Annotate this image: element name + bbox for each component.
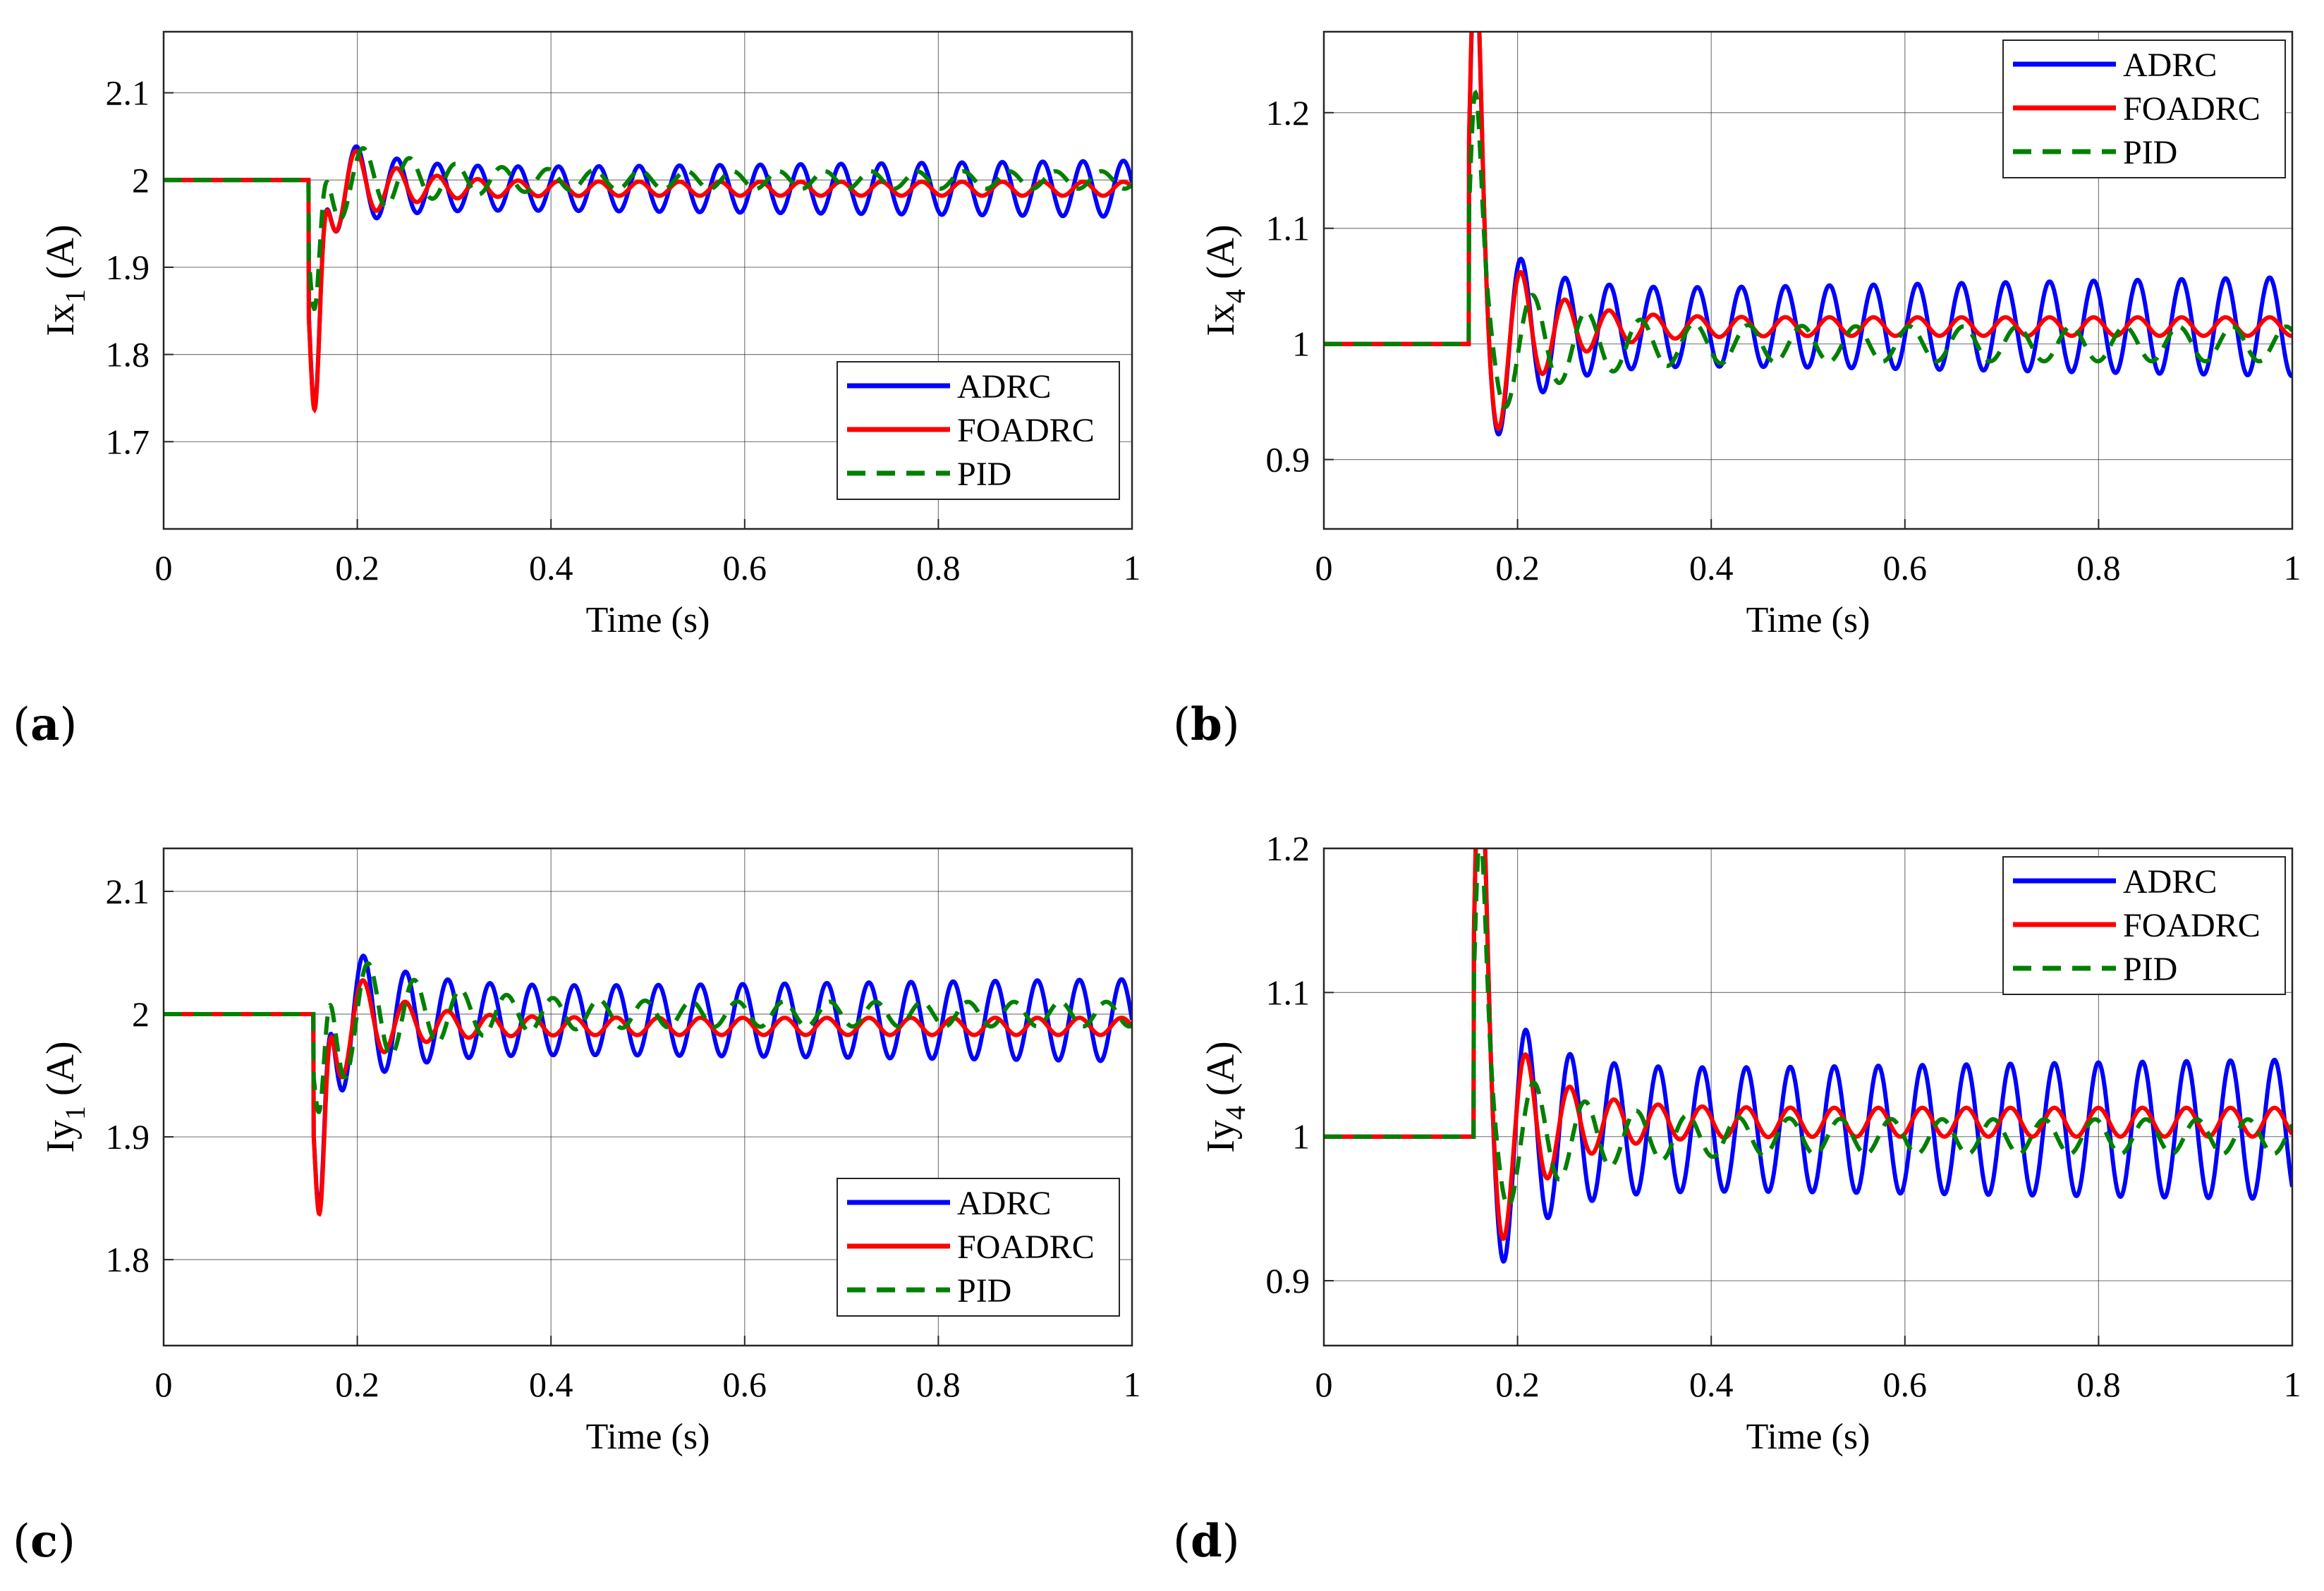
series-line-foadrc: [164, 149, 1132, 414]
y-tick-label: 2: [132, 994, 150, 1034]
legend-label-pid: PID: [957, 456, 1011, 493]
series-line-adrc: [164, 953, 1132, 1213]
legend-label-pid: PID: [957, 1272, 1011, 1310]
x-tick-label: 0.2: [335, 548, 379, 587]
legend-label-pid: PID: [2123, 134, 2177, 171]
x-tick-label: 1: [2284, 548, 2301, 587]
legend: ADRC FOADRC PID: [836, 361, 1120, 500]
x-tick-label: 0.4: [1689, 1365, 1734, 1404]
y-tick-label: 1.2: [1266, 93, 1310, 133]
panel-label-c: (c): [13, 1515, 75, 1568]
series-line-pid: [1324, 848, 2292, 1209]
y-axis-label: Iy4 (A): [1199, 1041, 1251, 1152]
legend-label-foadrc: FOADRC: [2123, 907, 2261, 944]
series-line-foadrc: [1324, 848, 2292, 1241]
y-tick-label: 1.1: [1266, 209, 1310, 248]
y-tick-label: 1.8: [106, 335, 150, 374]
y-tick-label: 1: [1292, 324, 1310, 364]
series-line-pid: [164, 146, 1132, 312]
y-axis-label: Iy1 (A): [39, 1041, 91, 1152]
chart-panel-b: 0 0.2 0.4 0.6 0.8 1 0.9 1 1.1 1.2 Time (s) Ix4 (A) A…: [1199, 30, 2301, 640]
y-tick-label: 1.9: [106, 248, 150, 287]
x-tick-label: 0.8: [2076, 1365, 2121, 1404]
x-tick-label: 0.6: [723, 1365, 767, 1404]
axes-frame: [1322, 847, 2294, 1347]
chart-panel-a: 0 0.2 0.4 0.6 0.8 1 1.7 1.8 1.9 2 2.1 Time (s) Ix1 (…: [39, 30, 1141, 640]
x-tick-label: 0.4: [529, 1365, 573, 1404]
series-line-foadrc: [164, 978, 1132, 1217]
x-tick-label: 0: [1315, 1365, 1333, 1404]
y-tick-label: 1: [1292, 1117, 1310, 1157]
legend: ADRC FOADRC PID: [836, 1178, 1120, 1317]
y-tick-label: 2: [132, 160, 150, 200]
chart-panel-d: 0 0.2 0.4 0.6 0.8 1 0.9 1 1.1 1.2 Time (s) Iy4 (A) A…: [1199, 829, 2301, 1457]
x-axis-label: Time (s): [586, 600, 710, 640]
series-line-pid: [1324, 89, 2292, 410]
x-tick-label: 0.8: [2076, 548, 2121, 587]
legend-label-adrc: ADRC: [957, 368, 1051, 406]
legend-label-adrc: ADRC: [2123, 863, 2217, 901]
legend-label-foadrc: FOADRC: [957, 1229, 1095, 1266]
x-tick-label: 1: [1124, 548, 1141, 587]
x-tick-label: 0.6: [723, 548, 767, 587]
x-tick-label: 0.8: [916, 548, 961, 587]
x-tick-label: 0.4: [529, 548, 573, 587]
y-tick-label: 1.1: [1266, 973, 1310, 1012]
legend-label-adrc: ADRC: [957, 1185, 1051, 1222]
legend-label-foadrc: FOADRC: [2123, 90, 2261, 128]
panel-label-b: (b): [1173, 698, 1240, 751]
x-tick-label: 1: [1124, 1365, 1141, 1404]
y-tick-label: 1.8: [106, 1240, 150, 1279]
x-tick-label: 0.4: [1689, 548, 1734, 587]
x-tick-label: 0.2: [1495, 1365, 1540, 1404]
y-tick-label: 1.2: [1266, 829, 1310, 868]
x-tick-label: 0: [155, 548, 173, 587]
x-tick-label: 0: [155, 1365, 173, 1404]
axes-frame: [1322, 30, 2294, 530]
x-tick-label: 0.8: [916, 1365, 961, 1404]
y-tick-label: 0.9: [1266, 440, 1310, 480]
series-line-pid: [164, 961, 1132, 1114]
legend-label-adrc: ADRC: [2123, 47, 2217, 84]
legend: ADRC FOADRC PID: [2002, 39, 2286, 178]
y-tick-label: 2.1: [106, 872, 150, 911]
y-tick-label: 1.9: [106, 1117, 150, 1157]
x-tick-label: 0.2: [335, 1365, 379, 1404]
x-tick-label: 0.6: [1883, 1365, 1928, 1404]
x-tick-label: 1: [2284, 1365, 2301, 1404]
y-tick-label: 1.7: [106, 422, 150, 461]
legend-label-pid: PID: [2123, 951, 2177, 988]
x-tick-label: 0.6: [1883, 548, 1928, 587]
axes-frame: [162, 30, 1133, 530]
x-tick-label: 0: [1315, 548, 1333, 587]
y-tick-label: 2.1: [106, 73, 150, 113]
x-axis-label: Time (s): [1746, 600, 1870, 640]
x-axis-label: Time (s): [586, 1417, 710, 1457]
axes-frame: [162, 847, 1133, 1347]
legend-label-foadrc: FOADRC: [957, 412, 1095, 449]
y-axis-label: Ix4 (A): [1199, 224, 1251, 336]
panel-label-d: (d): [1173, 1515, 1240, 1568]
chart-panel-c: 0 0.2 0.4 0.6 0.8 1 1.8 1.9 2 2.1 Time (s) Iy1 (A) A…: [39, 847, 1141, 1457]
legend: ADRC FOADRC PID: [2002, 856, 2286, 995]
y-tick-label: 0.9: [1266, 1261, 1310, 1300]
x-axis-label: Time (s): [1746, 1417, 1870, 1457]
y-axis-label: Ix1 (A): [39, 224, 91, 336]
series-line-adrc: [1324, 848, 2292, 1264]
x-tick-label: 0.2: [1495, 548, 1540, 587]
panel-label-a: (a): [13, 698, 78, 751]
